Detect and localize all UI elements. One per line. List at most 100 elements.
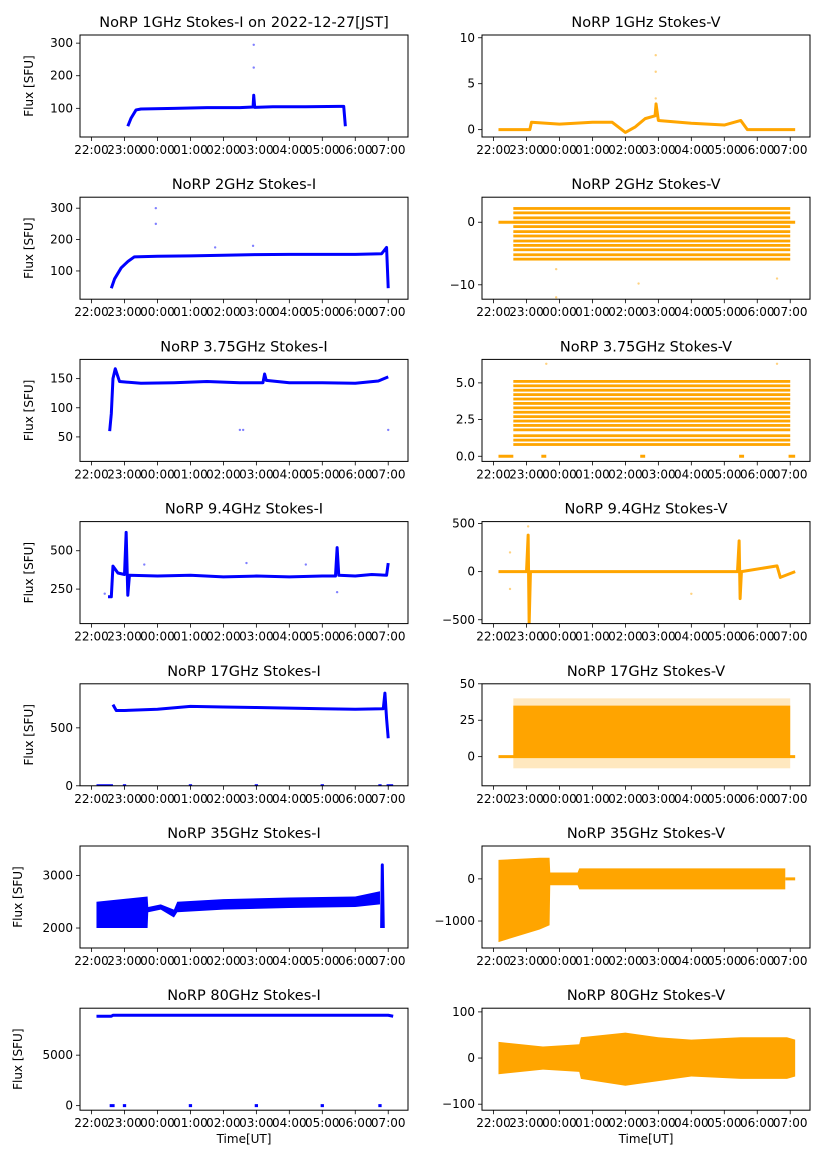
x-tick-label: 00:00 (140, 143, 175, 157)
x-axis-label: Time[UT] (216, 1132, 272, 1146)
y-tick-label: 500 (50, 721, 73, 735)
x-tick-label: 05:00 (707, 1116, 742, 1130)
x-tick-label: 02:00 (206, 305, 241, 319)
x-tick-label: 03:00 (641, 954, 676, 968)
plot-area (498, 54, 796, 134)
x-tick-label: 05:00 (305, 954, 340, 968)
subplot-3.75ghz-i: 22:0023:0000:0001:0002:0003:0004:0005:00… (22, 339, 409, 481)
x-tick-label: 02:00 (608, 467, 643, 481)
data-line (108, 367, 389, 432)
data-outlier (154, 206, 158, 210)
y-tick-label: 100 (50, 401, 73, 415)
x-tick-label: 05:00 (707, 305, 742, 319)
data-level-band (513, 253, 791, 257)
x-tick-label: 03:00 (641, 305, 676, 319)
y-axis-label: Flux [SFU] (22, 55, 36, 116)
x-tick-label: 00:00 (542, 792, 577, 806)
x-tick-label: 03:00 (641, 143, 676, 157)
x-tick-label: 01:00 (173, 792, 208, 806)
y-tick-label: 200 (50, 69, 73, 83)
y-tick-label: 0 (467, 872, 475, 886)
x-tick-label: 00:00 (542, 467, 577, 481)
axes-frame (79, 1007, 409, 1111)
x-tick-label: 03:00 (641, 792, 676, 806)
subplot-title: NoRP 2GHz Stokes-I (172, 177, 316, 193)
axes-frame (79, 683, 409, 787)
y-tick-label: 0 (467, 123, 475, 137)
x-tick-label: 22:00 (74, 467, 109, 481)
data-outlier (775, 362, 779, 366)
x-tick-label: 22:00 (74, 1116, 109, 1130)
data-level-band (513, 424, 791, 427)
x-tick-label: 22:00 (476, 954, 511, 968)
axes-frame (79, 845, 409, 949)
axes-frame (481, 521, 811, 625)
x-tick-label: 04:00 (674, 630, 709, 644)
subplot-80ghz-v: 22:0023:0000:0001:0002:0003:0004:0005:00… (442, 988, 811, 1146)
plot-area (498, 362, 796, 458)
x-tick-label: 00:00 (542, 630, 577, 644)
subplot-9.4ghz-i: 22:0023:0000:0001:0002:0003:0004:0005:00… (22, 502, 409, 644)
x-tick-label: 03:00 (641, 467, 676, 481)
data-line (96, 1013, 394, 1018)
x-tick-label: 22:00 (476, 630, 511, 644)
y-tick-label: 50 (58, 430, 73, 444)
y-tick-label: 5000 (42, 1048, 73, 1062)
data-outlier (103, 592, 106, 595)
axes-frame (481, 845, 811, 949)
data-level-band (513, 234, 791, 238)
x-tick-label: 05:00 (305, 792, 340, 806)
y-tick-label: 50 (460, 677, 475, 691)
x-tick-label: 22:00 (476, 1116, 511, 1130)
y-tick-label: 2.5 (456, 413, 475, 427)
data-line (108, 530, 390, 599)
x-tick-label: 03:00 (239, 630, 274, 644)
data-level-band (513, 443, 791, 446)
x-tick-label: 07:00 (773, 143, 808, 157)
y-tick-label: 150 (50, 372, 73, 386)
y-axis-label: Flux [SFU] (22, 704, 36, 765)
data-band (513, 705, 791, 757)
plot-area (109, 206, 390, 289)
axes-frame (79, 196, 409, 300)
x-tick-label: 01:00 (575, 143, 610, 157)
x-tick-label: 04:00 (674, 305, 709, 319)
data-outlier (554, 267, 558, 271)
x-tick-label: 23:00 (509, 467, 544, 481)
data-outlier (335, 590, 339, 594)
y-tick-label: 100 (50, 264, 73, 278)
x-tick-label: 07:00 (773, 630, 808, 644)
axes-frame (79, 34, 409, 138)
x-tick-label: 06:00 (338, 954, 373, 968)
x-tick-label: 04:00 (674, 143, 709, 157)
data-band (96, 891, 380, 929)
subplot-3.75ghz-v: 22:0023:0000:0001:0002:0003:0004:0005:00… (456, 339, 811, 481)
x-tick-label: 06:00 (740, 143, 775, 157)
data-level-band (513, 216, 791, 220)
y-tick-label: 200 (50, 233, 73, 247)
x-tick-label: 07:00 (773, 954, 808, 968)
x-tick-label: 04:00 (272, 630, 307, 644)
data-level-band (513, 380, 791, 383)
x-tick-label: 04:00 (272, 467, 307, 481)
x-tick-label: 05:00 (305, 630, 340, 644)
data-outlier (775, 277, 779, 280)
y-tick-label: 250 (50, 582, 73, 596)
x-tick-label: 01:00 (575, 467, 610, 481)
x-tick-label: 06:00 (740, 792, 775, 806)
data-outlier (304, 563, 308, 566)
data-level-band (513, 428, 791, 432)
data-level-band (513, 230, 791, 234)
subplot-title: NoRP 3.75GHz Stokes-I (160, 339, 327, 355)
x-tick-label: 04:00 (674, 1116, 709, 1130)
subplot-title: NoRP 9.4GHz Stokes-I (165, 502, 323, 518)
x-tick-label: 00:00 (140, 954, 175, 968)
x-tick-label: 02:00 (608, 305, 643, 319)
data-level-band (513, 225, 791, 229)
subplot-17ghz-v: 22:0023:0000:0001:0002:0003:0004:0005:00… (460, 664, 811, 806)
x-tick-label: 07:00 (773, 305, 808, 319)
subplot-title: NoRP 17GHz Stokes-V (567, 664, 725, 680)
axes-frame (481, 358, 811, 462)
data-level-band (513, 384, 791, 388)
